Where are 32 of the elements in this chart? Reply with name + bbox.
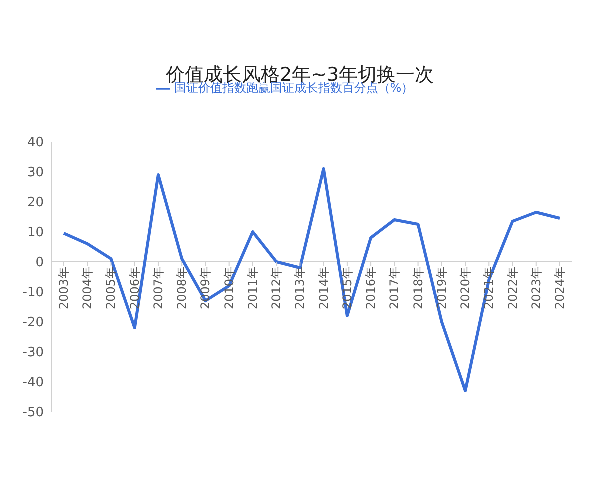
x-tick-label: 2018年: [411, 267, 426, 310]
x-tick-label: 2009年: [198, 267, 213, 310]
x-tick-label: 2016年: [364, 267, 378, 310]
x-tick-label: 2006年: [128, 267, 142, 310]
x-tick-label: 2021年: [482, 267, 496, 310]
x-tick-label: 2012年: [270, 267, 284, 310]
x-tick-label: 2010年: [222, 267, 236, 310]
y-tick-label: -50: [22, 406, 44, 421]
y-tick-label: 20: [27, 196, 44, 211]
x-tick-label: 2017年: [388, 267, 402, 310]
y-tick-label: 0: [36, 256, 44, 271]
y-tick-label: -20: [22, 316, 44, 331]
x-tick-label: 2014年: [316, 267, 331, 310]
y-tick-label: -10: [22, 286, 44, 301]
x-tick-label: 2008年: [175, 267, 190, 310]
x-tick-label: 2005年: [104, 267, 118, 310]
y-tick-label: -40: [22, 376, 44, 391]
x-tick-label: 2015年: [340, 267, 354, 310]
x-tick-label: 2019年: [434, 267, 449, 310]
y-tick-label: 30: [27, 166, 44, 181]
x-tick-label: 2007年: [151, 267, 166, 310]
x-tick-label: 2004年: [80, 267, 95, 310]
x-tick-label: 2013年: [293, 267, 308, 310]
y-tick-label: 40: [27, 136, 44, 151]
x-tick-label: 2020年: [458, 267, 473, 310]
y-tick-label: 10: [27, 226, 44, 241]
x-tick-label: 2024年: [553, 267, 567, 310]
x-tick-label: 2011年: [246, 267, 260, 310]
y-tick-label: -30: [22, 346, 44, 361]
x-tick-label: 2003年: [57, 267, 71, 310]
x-tick-label: 2023年: [529, 267, 544, 310]
x-tick-label: 2022年: [506, 267, 520, 310]
